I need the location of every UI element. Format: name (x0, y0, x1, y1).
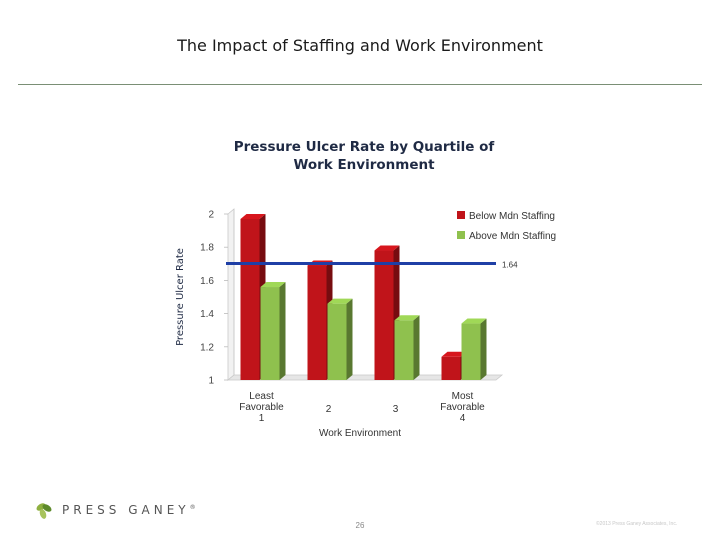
bar-top (461, 318, 487, 324)
bar-top (441, 351, 467, 357)
legend-swatch (457, 231, 465, 239)
bar-side (279, 282, 286, 380)
bar-front (461, 323, 481, 380)
y-tick-label: 1.4 (200, 309, 214, 320)
copyright-text: ©2013 Press Ganey Associates, Inc. (596, 521, 678, 527)
bar-side (413, 315, 420, 380)
y-axis-label: Pressure Ulcer Rate (175, 248, 186, 346)
page-number: 26 (355, 521, 365, 530)
title-divider (18, 84, 702, 85)
x-tick-label: Favorable (239, 402, 284, 413)
press-ganey-logo: PRESS GANEY® (34, 500, 196, 520)
bar-above-mdn-staffing (394, 315, 420, 380)
bar-above-mdn-staffing (461, 318, 487, 380)
bar-front (240, 218, 260, 380)
bar-above-mdn-staffing (327, 298, 353, 380)
bar-front (327, 303, 347, 380)
leaf-logo-icon (36, 503, 52, 519)
y-tick-label: 2 (208, 210, 214, 221)
x-tick-label: 4 (460, 413, 466, 424)
bar-front (441, 356, 461, 380)
bar-front (307, 265, 327, 380)
slide-title: The Impact of Staffing and Work Environm… (177, 36, 543, 55)
bar-top (374, 245, 400, 251)
y-tick-label: 1.2 (200, 342, 214, 353)
x-tick-label: 1 (259, 413, 265, 424)
x-axis-label: Work Environment (319, 428, 401, 439)
chart-side-wall (227, 208, 235, 381)
x-tick-label: 3 (393, 404, 399, 415)
bar-top (394, 315, 420, 321)
legend-label: Below Mdn Staffing (469, 211, 555, 222)
bar-front (374, 250, 394, 380)
chart-title-line-2: Work Environment (293, 157, 435, 173)
bar-front (260, 287, 280, 380)
legend-swatch (457, 211, 465, 219)
y-tick-label: 1.6 (200, 276, 214, 287)
x-tick-label: Least (249, 391, 274, 402)
bar-side (346, 298, 353, 380)
bar-front (394, 320, 414, 380)
pressure-ulcer-chart: 1 1.2 1.4 1.6 1.8 2 Pressure Ulcer Rate 1.64 Lea… (175, 208, 556, 439)
bar-top (327, 298, 353, 304)
x-tick-label: Most (452, 391, 474, 402)
bar-top (240, 213, 266, 219)
legend-label: Above Mdn Staffing (469, 231, 556, 242)
reference-line-label: 1.64 (502, 260, 518, 269)
y-tick-label: 1 (208, 376, 214, 387)
y-tick-label: 1.8 (200, 243, 214, 254)
x-tick-label: Favorable (440, 402, 485, 413)
bar-top (260, 282, 286, 288)
bar-side (480, 318, 487, 380)
x-tick-label: 2 (326, 404, 332, 415)
bar-above-mdn-staffing (260, 282, 286, 380)
chart-title: Pressure Ulcer Rate by Quartile of Work … (214, 138, 514, 174)
logo-text: PRESS GANEY® (62, 503, 196, 517)
chart-title-line-1: Pressure Ulcer Rate by Quartile of (233, 139, 495, 155)
